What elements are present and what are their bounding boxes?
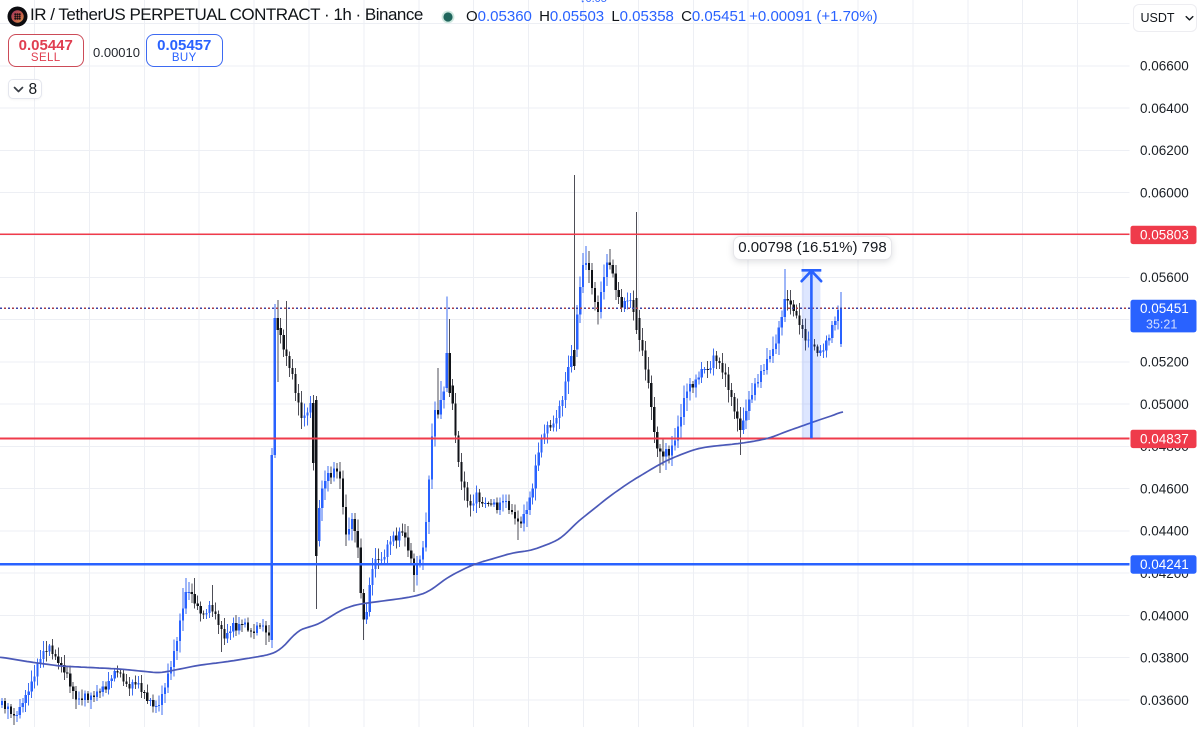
svg-text:0.04241: 0.04241 xyxy=(1140,557,1189,572)
svg-text:0.05451: 0.05451 xyxy=(1140,301,1189,316)
svg-text:0.05600: 0.05600 xyxy=(1140,270,1189,285)
svg-text:0.06000: 0.06000 xyxy=(1140,186,1189,201)
svg-text:0.06200: 0.06200 xyxy=(1140,143,1189,158)
svg-text:0.06400: 0.06400 xyxy=(1140,101,1189,116)
svg-text:0.03800: 0.03800 xyxy=(1140,651,1189,666)
svg-text:0.03600: 0.03600 xyxy=(1140,693,1189,708)
svg-text:0.05803: 0.05803 xyxy=(1140,227,1189,242)
svg-text:0.06600: 0.06600 xyxy=(1140,59,1189,74)
svg-text:0.04600: 0.04600 xyxy=(1140,481,1189,496)
svg-text:0.04400: 0.04400 xyxy=(1140,524,1189,539)
svg-text:0.05200: 0.05200 xyxy=(1140,355,1189,370)
svg-text:0.05000: 0.05000 xyxy=(1140,397,1189,412)
svg-text:35:21: 35:21 xyxy=(1146,318,1177,332)
svg-text:0.04837: 0.04837 xyxy=(1140,431,1189,446)
svg-text:0.04000: 0.04000 xyxy=(1140,608,1189,623)
